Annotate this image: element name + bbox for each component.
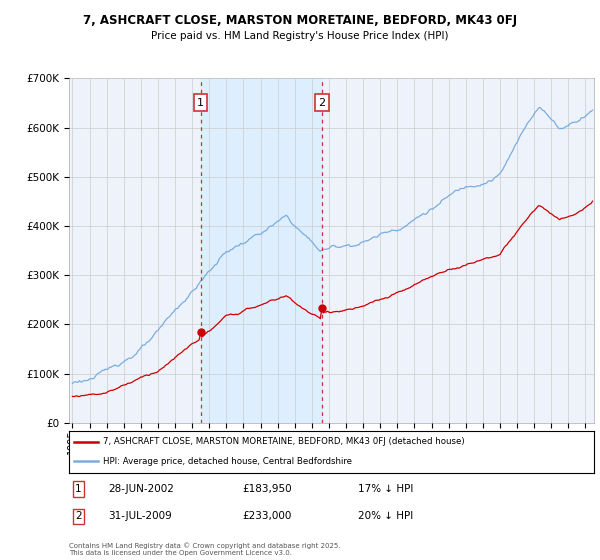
- Text: 7, ASHCRAFT CLOSE, MARSTON MORETAINE, BEDFORD, MK43 0FJ: 7, ASHCRAFT CLOSE, MARSTON MORETAINE, BE…: [83, 14, 517, 27]
- Text: 28-JUN-2002: 28-JUN-2002: [109, 484, 174, 494]
- Text: Price paid vs. HM Land Registry's House Price Index (HPI): Price paid vs. HM Land Registry's House …: [151, 31, 449, 41]
- Text: £233,000: £233,000: [242, 511, 292, 521]
- Text: HPI: Average price, detached house, Central Bedfordshire: HPI: Average price, detached house, Cent…: [103, 457, 352, 466]
- Text: 17% ↓ HPI: 17% ↓ HPI: [358, 484, 413, 494]
- Text: 20% ↓ HPI: 20% ↓ HPI: [358, 511, 413, 521]
- Text: £183,950: £183,950: [242, 484, 292, 494]
- Text: 2: 2: [75, 511, 82, 521]
- Text: 1: 1: [197, 97, 204, 108]
- Text: Contains HM Land Registry data © Crown copyright and database right 2025.
This d: Contains HM Land Registry data © Crown c…: [69, 542, 341, 556]
- Text: 2: 2: [318, 97, 325, 108]
- Text: 31-JUL-2009: 31-JUL-2009: [109, 511, 172, 521]
- Text: 7, ASHCRAFT CLOSE, MARSTON MORETAINE, BEDFORD, MK43 0FJ (detached house): 7, ASHCRAFT CLOSE, MARSTON MORETAINE, BE…: [103, 437, 465, 446]
- Bar: [200, 78, 322, 423]
- Text: 1: 1: [75, 484, 82, 494]
